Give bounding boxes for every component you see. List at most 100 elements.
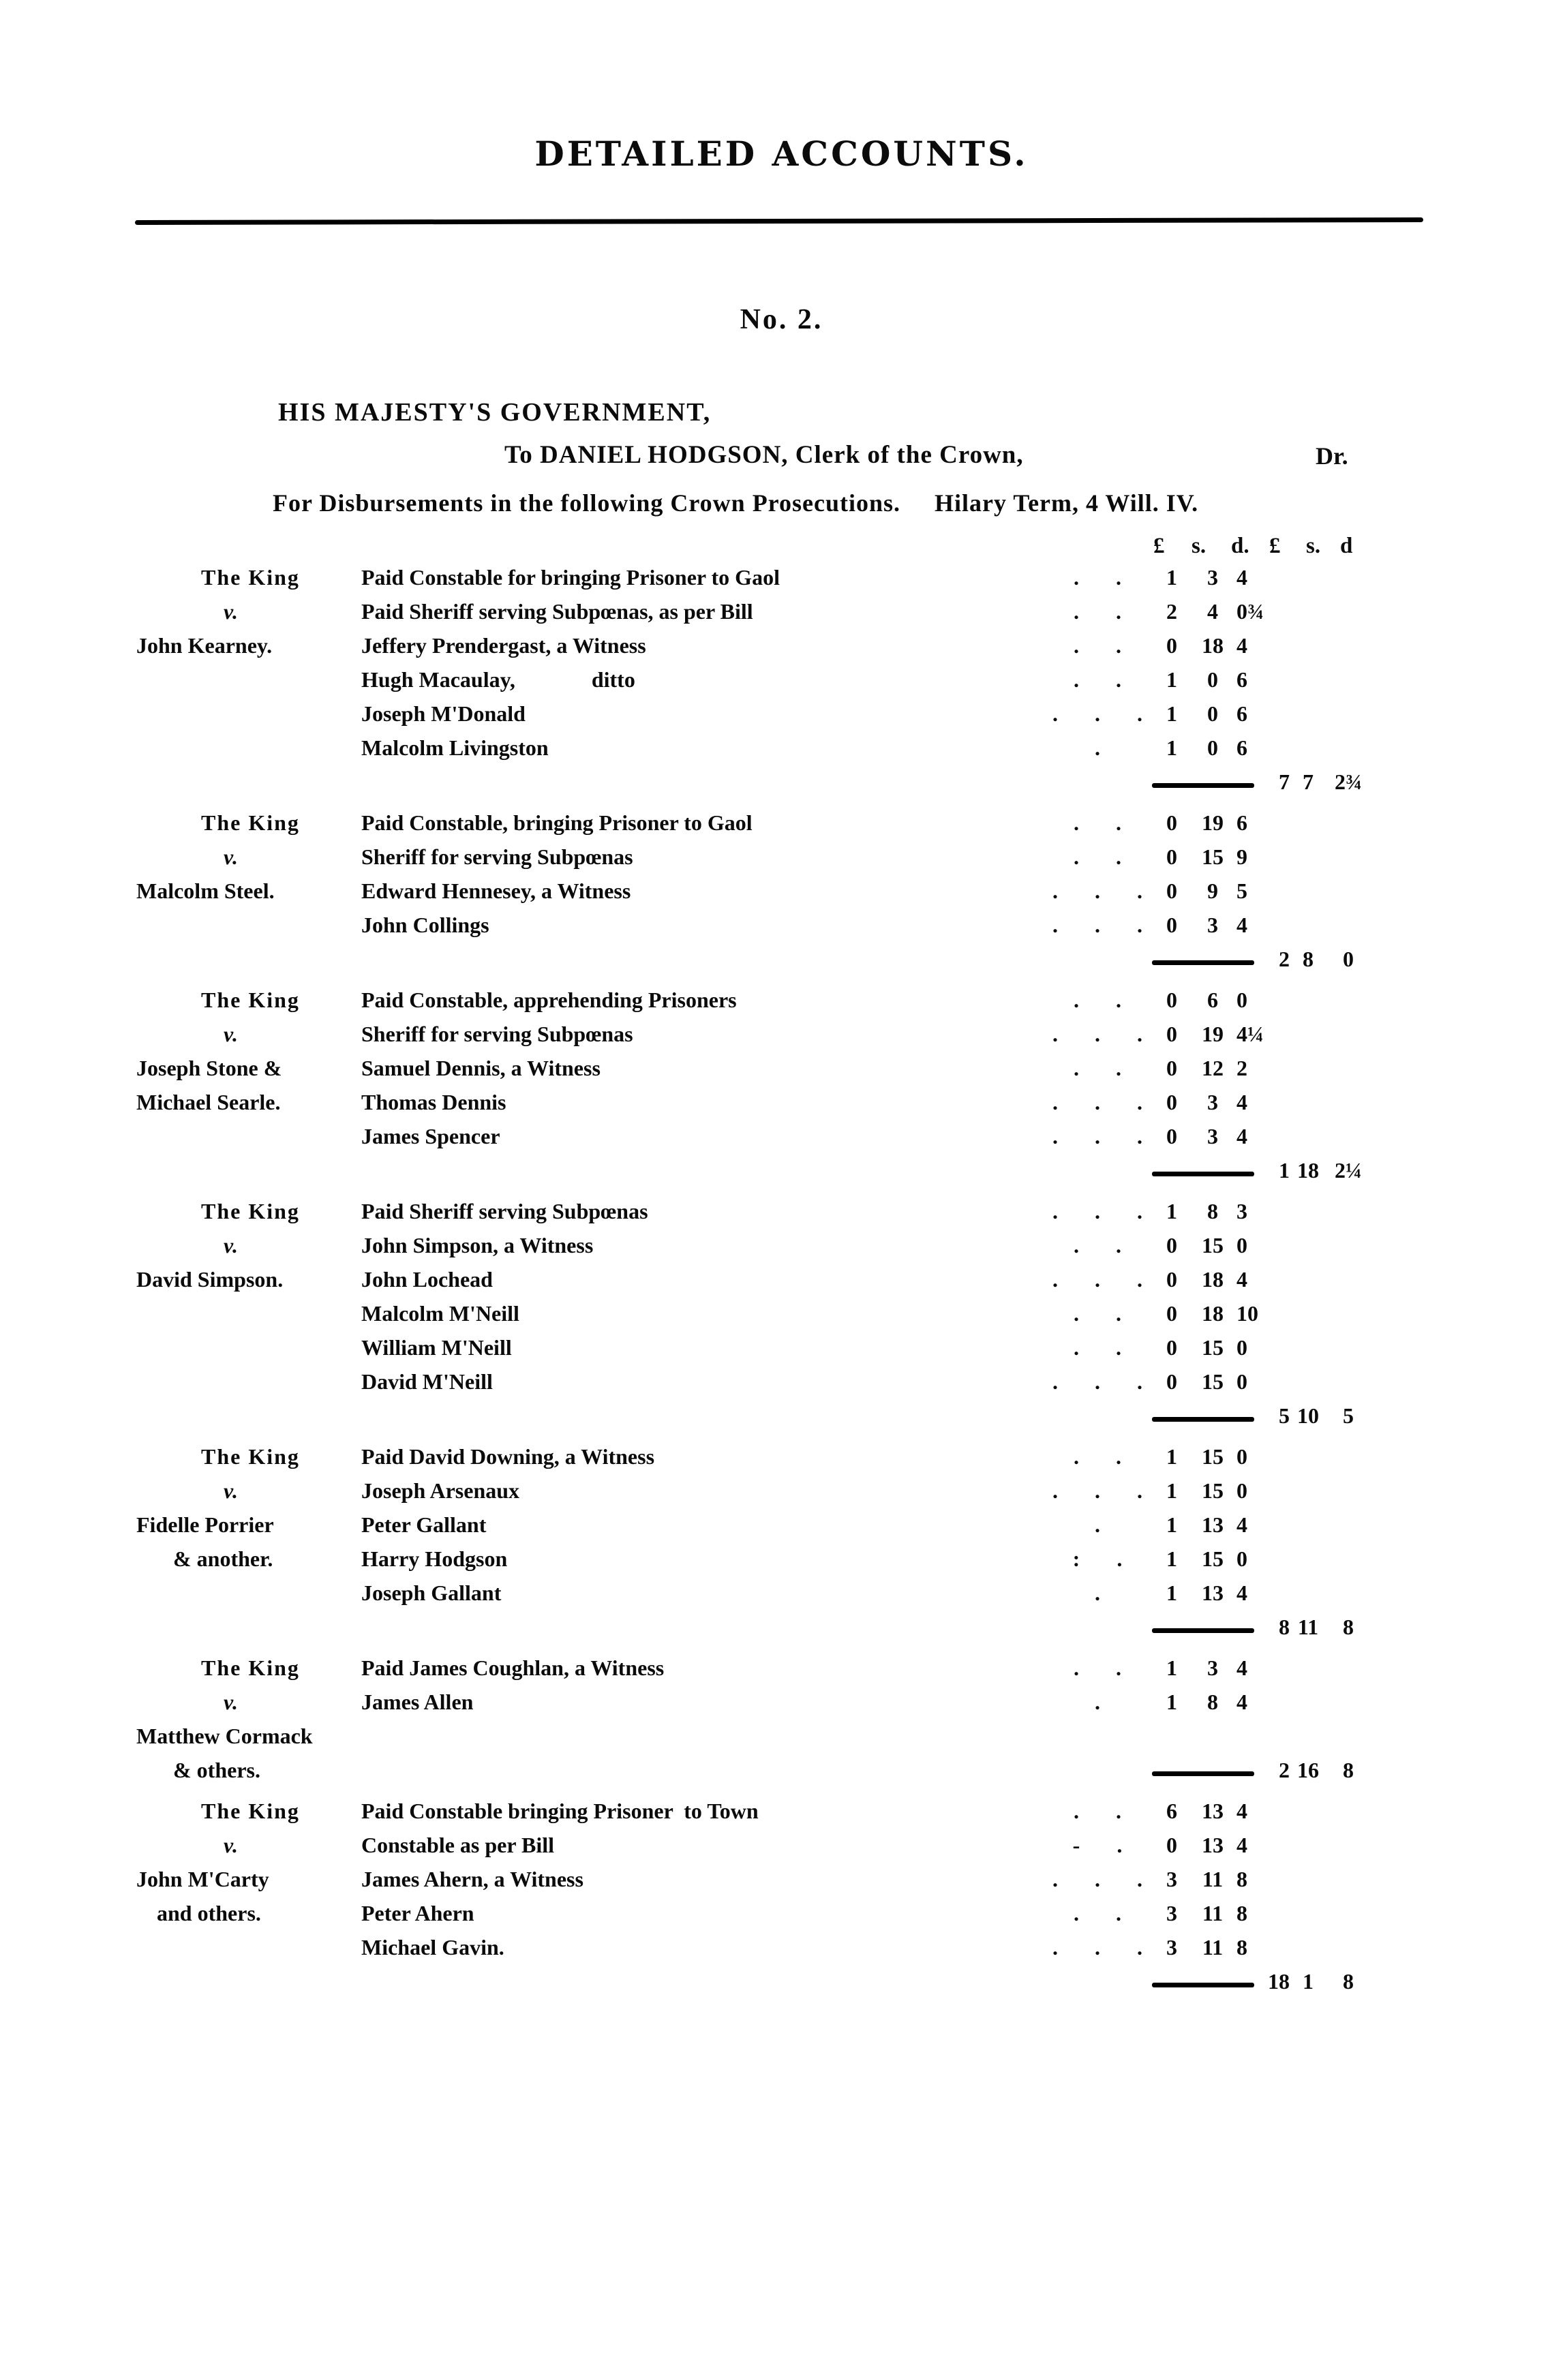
case-name [136,1364,361,1399]
case-name: The King [201,810,300,835]
amount-pounds: 1 [1166,565,1177,590]
entry-description: David M'Neill [361,1369,493,1394]
leader-dots: . . . [1052,879,1142,903]
amount-pence: 0¾ [1236,599,1264,624]
leader-dots: . . [1074,988,1121,1012]
case-name: Matthew Cormack [136,1724,313,1748]
amount-pence: 0 [1236,988,1247,1012]
currency-header-pounds: £ [1153,534,1165,558]
entry-description: Hugh Macaulay, ditto [361,667,635,692]
case-name [136,1576,361,1610]
leader-dots: . . . [1052,1267,1142,1292]
total-pounds: 2 [1279,947,1290,971]
leader-dots: . . [1074,1799,1121,1823]
entry-row: The King Paid Constable, apprehending Pri… [136,983,1563,1017]
amount-pence: 2 [1236,1056,1247,1080]
entry-row: David Simpson. John Lochead . . . 0 18 4 [136,1262,1563,1296]
amount-pounds: 0 [1166,1301,1177,1326]
total-pence: 2¼ [1335,1158,1362,1183]
amount-shillings: 18 [1202,1267,1224,1292]
amount-shillings: 18 [1202,633,1224,658]
total-pounds: 7 [1279,769,1290,794]
amount-pounds: 1 [1166,1546,1177,1571]
total-row: 5 10 5 [136,1399,1563,1433]
leader-dots: . [1095,1690,1100,1714]
entry-description: Paid Constable for bringing Prisoner to … [361,565,780,590]
case-block: The King Paid Constable for bringing Pris… [136,560,1563,799]
amount-pence: 10 [1236,1301,1258,1326]
amount-shillings: 13 [1202,1799,1224,1823]
amount-pounds: 0 [1166,913,1177,937]
entry-description: Constable as per Bill [361,1833,554,1857]
amount-shillings: 13 [1202,1512,1224,1537]
amount-pounds: 1 [1166,1512,1177,1537]
amount-pounds: 0 [1166,1056,1177,1080]
amount-pence: 6 [1236,735,1247,760]
amount-pounds: 1 [1166,701,1177,726]
amount-pounds: 1 [1166,735,1177,760]
case-block: The King Paid David Downing, a Witness. .… [136,1439,1563,1644]
amount-shillings: 6 [1207,988,1218,1012]
amount-shillings: 0 [1207,735,1218,760]
leader-dots: . [1095,1581,1100,1605]
case-name [136,908,361,942]
amount-pence: 4 [1236,1656,1247,1680]
case-name: The King [201,1444,300,1469]
case-name: and others. [157,1901,261,1925]
entry-description: Joseph Gallant [361,1581,502,1605]
amount-pounds: 0 [1166,633,1177,658]
amount-shillings: 4 [1207,599,1218,624]
amount-pounds: 0 [1166,988,1177,1012]
leader-dots: . . . [1052,1867,1142,1891]
term-line: Hilary Term, 4 Will. IV. [935,489,1199,517]
account-number: No. 2. [740,304,823,335]
total-shillings: 10 [1297,1403,1319,1428]
case-name [136,1930,361,1964]
entry-description: Peter Gallant [361,1512,487,1537]
case-name: The King [201,988,300,1012]
amount-shillings: 15 [1202,1546,1224,1571]
total-row: 8 11 8 [136,1610,1563,1644]
currency-header-total-pence: d [1340,534,1353,558]
sum-rule [1152,1416,1254,1422]
amount-pounds: 3 [1166,1935,1177,1959]
case-name [136,1153,361,1187]
total-shillings: 1 [1303,1969,1314,1994]
amount-pence: 4 [1236,1267,1247,1292]
amount-pence: 6 [1236,810,1247,835]
amount-shillings: 15 [1202,1444,1224,1469]
case-name: v. [224,599,239,624]
case-block: The King Paid Constable, apprehending Pri… [136,983,1563,1187]
case-name [136,697,361,731]
leader-dots: . . [1074,1335,1121,1360]
entry-description: John Simpson, a Witness [361,1233,594,1257]
total-shillings: 16 [1297,1758,1319,1782]
purpose-row: For Disbursements in the following Crown… [273,489,1198,517]
entry-description: James Ahern, a Witness [361,1867,583,1891]
case-name: Joseph Stone & [136,1056,282,1080]
entry-row: Matthew Cormack [136,1719,1563,1753]
amount-pence: 4 [1236,1690,1247,1714]
total-spacer [361,1753,1152,1787]
amount-pounds: 0 [1166,844,1177,869]
leader-dots: . . [1074,633,1121,658]
amount-pence: 4 [1236,1124,1247,1148]
entry-row: v. Sheriff for serving Subpœnas . . . 0 19 4¼ [136,1017,1563,1051]
amount-shillings: 11 [1202,1901,1224,1925]
amount-shillings: 8 [1207,1199,1218,1223]
amount-pounds: 0 [1166,1369,1177,1394]
leader-dots: . . . [1052,1199,1142,1223]
leader-dots: . . [1074,1901,1121,1925]
case-name [136,942,361,976]
entry-row: v. Joseph Arsenaux . . . 1 15 0 [136,1474,1563,1508]
amount-pence: 4 [1236,913,1247,937]
case-name [136,1399,361,1433]
entry-description: Michael Gavin. [361,1935,504,1959]
debit-abbreviation: Dr. [1316,442,1348,470]
currency-header-shillings: s. [1192,534,1207,558]
entry-row: John M'Carty James Ahern, a Witness . . . 3… [136,1862,1563,1896]
entry-row: The King Paid Sheriff serving Subpœnas . .… [136,1194,1563,1228]
leader-dots: . [1095,1512,1100,1537]
